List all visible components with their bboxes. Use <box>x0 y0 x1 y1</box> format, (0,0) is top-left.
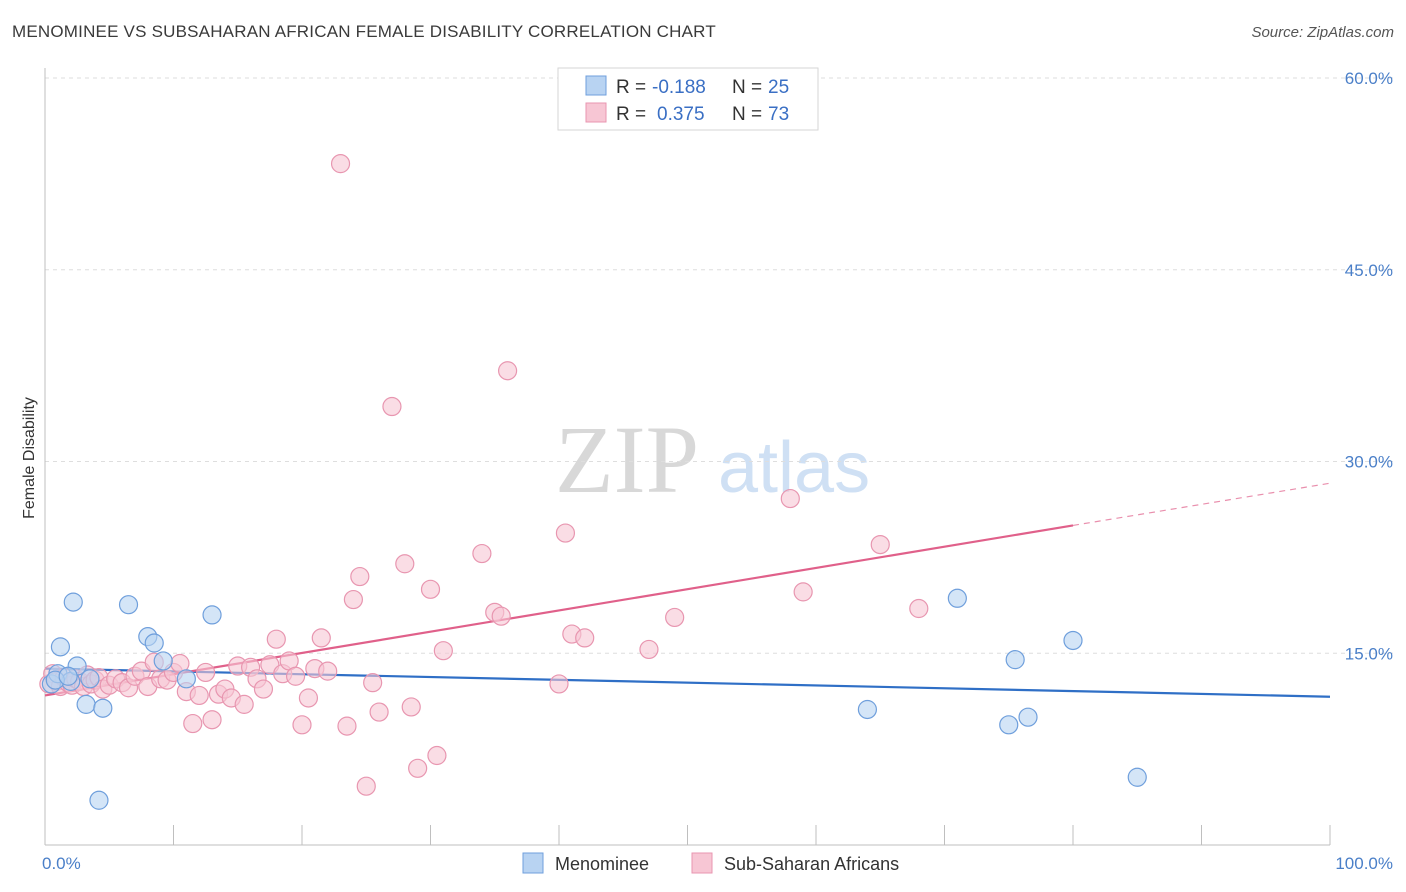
point-menominee-19 <box>1005 650 1025 670</box>
bottom-legend-label-menominee: Menominee <box>555 854 649 874</box>
point-menominee-9 <box>93 698 113 718</box>
legend-n-value-1: 25 <box>768 77 789 98</box>
point-subsaharan-62 <box>427 745 447 766</box>
point-menominee-2 <box>50 637 71 657</box>
point-subsaharan-44 <box>285 666 306 686</box>
chart-title: MENOMINEE VS SUBSAHARAN AFRICAN FEMALE D… <box>12 22 716 41</box>
y-tick-label-1: 30.0% <box>1345 453 1393 472</box>
point-subsaharan-54 <box>356 776 376 796</box>
point-subsaharan-64 <box>472 543 492 564</box>
y-tick-labels: 15.0% 30.0% 45.0% 60.0% <box>1345 69 1393 663</box>
point-subsaharan-50 <box>330 154 351 174</box>
gridlines <box>45 77 1395 654</box>
point-menominee-20 <box>1018 707 1038 727</box>
x-tick-labels: 0.0% 100.0% <box>42 854 1393 873</box>
point-subsaharan-28 <box>183 713 203 734</box>
legend-r-label-1: R = <box>616 77 646 98</box>
point-subsaharan-52 <box>343 589 363 610</box>
point-subsaharan-75 <box>793 582 813 602</box>
point-menominee-16 <box>857 699 878 720</box>
axes <box>44 68 1331 846</box>
data-points <box>39 154 1147 810</box>
point-subsaharan-72 <box>639 639 659 660</box>
correlation-legend: R = -0.188 N = 25 R = 0.375 N = 73 <box>557 67 819 131</box>
point-menominee-10 <box>118 595 139 615</box>
point-menominee-15 <box>202 605 222 625</box>
point-subsaharan-57 <box>382 396 402 417</box>
point-menominee-18 <box>999 715 1019 735</box>
point-subsaharan-46 <box>298 688 319 708</box>
point-subsaharan-73 <box>665 607 685 628</box>
legend-swatch-menominee <box>585 75 607 96</box>
point-subsaharan-51 <box>337 716 357 736</box>
legend-r-value-1: -0.188 <box>652 77 706 98</box>
watermark-zip: ZIP <box>555 406 699 513</box>
point-subsaharan-56 <box>369 702 389 722</box>
point-subsaharan-76 <box>870 534 890 555</box>
legend-n-label-2: N = <box>732 104 762 125</box>
point-menominee-17 <box>947 588 967 608</box>
y-tick-label-0: 15.0% <box>1345 644 1393 663</box>
point-subsaharan-29 <box>189 685 209 706</box>
point-subsaharan-31 <box>202 710 222 730</box>
point-subsaharan-53 <box>350 566 370 587</box>
source-label: Source: ZipAtlas.com <box>1251 24 1394 41</box>
point-menominee-12 <box>144 633 164 653</box>
point-menominee-6 <box>76 694 96 714</box>
point-subsaharan-71 <box>575 628 595 648</box>
bottom-legend-label-subsaharan: Sub-Saharan Africans <box>724 854 899 874</box>
point-subsaharan-41 <box>266 629 286 649</box>
point-menominee-8 <box>89 790 109 810</box>
point-subsaharan-66 <box>491 606 511 626</box>
point-menominee-4 <box>63 592 83 612</box>
point-menominee-14 <box>176 669 196 689</box>
point-subsaharan-61 <box>420 579 441 599</box>
trend-line-subsaharan <box>44 524 1074 697</box>
point-subsaharan-74 <box>780 488 800 509</box>
point-subsaharan-55 <box>363 673 383 693</box>
point-subsaharan-30 <box>196 662 216 683</box>
point-menominee-21 <box>1063 630 1083 651</box>
point-menominee-7 <box>80 669 100 689</box>
legend-n-label-1: N = <box>732 77 762 98</box>
legend-n-value-2: 73 <box>768 104 789 125</box>
point-subsaharan-49 <box>318 661 338 681</box>
y-axis-label: Female Disability <box>21 397 38 519</box>
point-menominee-13 <box>153 651 173 671</box>
point-subsaharan-48 <box>311 628 331 648</box>
y-tick-label-2: 45.0% <box>1345 261 1393 280</box>
point-subsaharan-36 <box>234 694 254 714</box>
point-subsaharan-39 <box>253 679 274 699</box>
point-menominee-22 <box>1127 767 1147 787</box>
point-subsaharan-67 <box>498 361 518 381</box>
y-tick-label-3: 60.0% <box>1345 69 1393 88</box>
point-subsaharan-68 <box>549 674 569 694</box>
point-subsaharan-69 <box>555 523 576 543</box>
point-subsaharan-60 <box>408 758 428 778</box>
x-tick-label-0: 0.0% <box>42 854 81 873</box>
series-legend: Menominee Sub-Saharan Africans <box>522 852 899 874</box>
x-tick-label-1: 100.0% <box>1335 854 1393 873</box>
point-subsaharan-59 <box>401 697 421 717</box>
point-subsaharan-77 <box>909 598 929 619</box>
point-subsaharan-58 <box>395 554 415 574</box>
bottom-legend-swatch-menominee <box>522 852 544 874</box>
point-subsaharan-45 <box>292 715 312 735</box>
legend-swatch-subsaharan <box>585 102 607 123</box>
legend-r-label-2: R = <box>616 104 646 125</box>
legend-r-value-2: 0.375 <box>657 104 705 125</box>
bottom-legend-swatch-subsaharan <box>691 852 713 874</box>
trend-line-subsaharan-extension <box>1072 482 1331 527</box>
point-subsaharan-63 <box>433 641 453 661</box>
point-menominee-24 <box>58 666 78 686</box>
